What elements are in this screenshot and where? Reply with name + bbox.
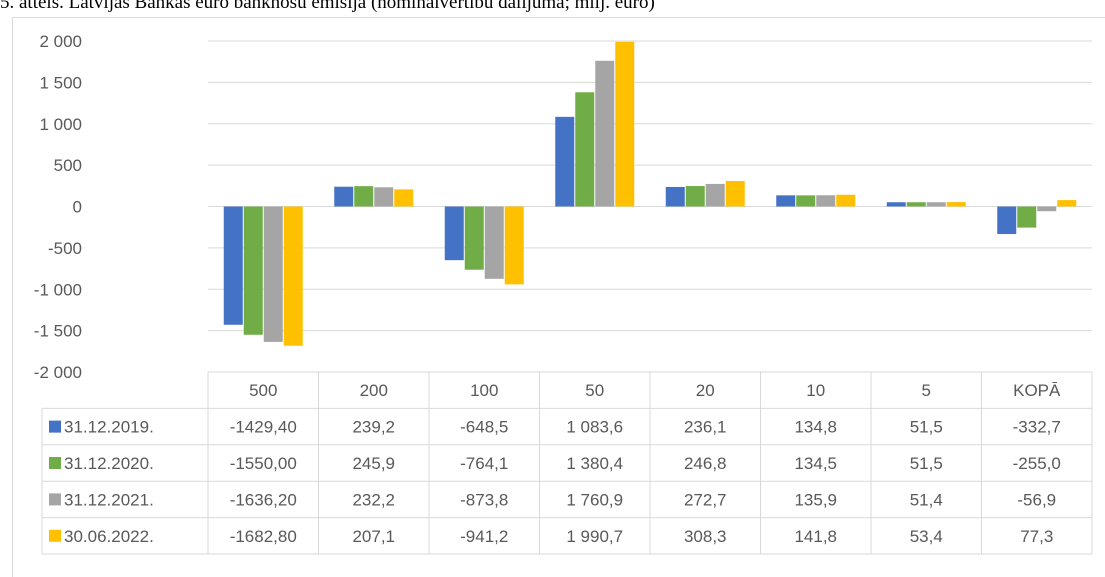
bar xyxy=(725,180,745,207)
bar xyxy=(665,186,685,207)
bar xyxy=(946,202,966,207)
data-label: -764,1 xyxy=(460,454,508,473)
legend-swatch xyxy=(49,420,61,433)
data-label: -941,2 xyxy=(460,527,508,546)
y-tick-label: -500 xyxy=(48,239,82,258)
legend-label: 30.06.2022. xyxy=(64,527,154,546)
data-label: 1 760,9 xyxy=(566,490,623,509)
data-label: 232,2 xyxy=(352,490,395,509)
category-label: KOPĀ xyxy=(1013,381,1061,400)
data-label: 239,2 xyxy=(352,418,395,437)
data-label: 141,8 xyxy=(794,527,837,546)
bar xyxy=(464,206,484,270)
bar xyxy=(595,60,615,207)
legend-swatch xyxy=(49,493,61,506)
data-label: -56,9 xyxy=(1017,490,1056,509)
data-label: 134,8 xyxy=(794,418,837,437)
bar xyxy=(334,186,354,207)
bar xyxy=(776,195,796,207)
data-label: 1 083,6 xyxy=(566,418,623,437)
category-label: 200 xyxy=(360,381,388,400)
y-tick-label: 500 xyxy=(54,156,82,175)
category-label: 20 xyxy=(696,381,715,400)
y-tick-label: -1 500 xyxy=(34,322,82,341)
category-label: 10 xyxy=(806,381,825,400)
bar xyxy=(997,206,1017,235)
category-label: 100 xyxy=(470,381,498,400)
bar xyxy=(796,195,816,207)
data-label: -332,7 xyxy=(1013,418,1061,437)
bar xyxy=(705,183,725,207)
data-label: 51,5 xyxy=(910,454,943,473)
data-label: -648,5 xyxy=(460,418,508,437)
legend-label: 31.12.2021. xyxy=(64,490,154,509)
data-label: -255,0 xyxy=(1013,454,1061,473)
category-label: 50 xyxy=(585,381,604,400)
bar xyxy=(1017,206,1037,228)
y-tick-label: 0 xyxy=(73,198,82,217)
y-tick-label: 2 000 xyxy=(39,32,82,51)
data-label: -1682,80 xyxy=(230,527,297,546)
bar xyxy=(816,195,836,207)
legend-swatch xyxy=(49,457,61,469)
bar xyxy=(484,206,504,279)
data-label: -1636,20 xyxy=(230,490,297,509)
chart-frame xyxy=(12,17,1105,577)
bar xyxy=(444,206,464,261)
bar xyxy=(504,206,524,285)
bar xyxy=(555,116,575,207)
bar xyxy=(223,206,243,325)
bar xyxy=(886,202,906,207)
bar xyxy=(374,187,394,207)
y-tick-label: 1 000 xyxy=(39,115,82,134)
data-label: 308,3 xyxy=(684,527,727,546)
legend-label: 31.12.2019. xyxy=(64,418,154,437)
legend-label: 31.12.2020. xyxy=(64,454,154,473)
data-label: 1 380,4 xyxy=(566,454,623,473)
data-label: 1 990,7 xyxy=(566,527,623,546)
bar xyxy=(243,206,263,335)
bar xyxy=(926,202,946,207)
bar xyxy=(283,206,303,346)
data-label: 246,8 xyxy=(684,454,727,473)
data-label: 51,5 xyxy=(910,418,943,437)
data-label: 245,9 xyxy=(352,454,395,473)
data-label: 207,1 xyxy=(352,527,395,546)
data-label: 53,4 xyxy=(910,527,943,546)
data-label: 51,4 xyxy=(910,490,943,509)
bar xyxy=(615,41,635,207)
bar xyxy=(685,186,705,207)
data-label: 236,1 xyxy=(684,418,727,437)
data-label: 134,5 xyxy=(794,454,837,473)
bar xyxy=(575,92,595,207)
data-label: -1429,40 xyxy=(230,418,297,437)
legend-swatch xyxy=(49,529,61,542)
y-tick-label: 1 500 xyxy=(39,73,82,92)
bar xyxy=(906,202,926,207)
data-label: 135,9 xyxy=(794,490,837,509)
bar xyxy=(836,194,856,207)
data-label: 272,7 xyxy=(684,490,727,509)
category-label: 500 xyxy=(249,381,277,400)
bar xyxy=(1057,200,1077,207)
bar xyxy=(354,186,374,207)
y-tick-label: -2 000 xyxy=(34,363,82,382)
chart-title: 5. attēls. Latvijas Bankas euro banknošu… xyxy=(0,0,655,13)
bar xyxy=(394,189,414,207)
category-label: 5 xyxy=(922,381,931,400)
bar xyxy=(1037,206,1057,212)
bar xyxy=(263,206,283,342)
data-label: -873,8 xyxy=(460,490,508,509)
data-label: 77,3 xyxy=(1020,527,1053,546)
y-tick-label: -1 000 xyxy=(34,280,82,299)
data-label: -1550,00 xyxy=(230,454,297,473)
